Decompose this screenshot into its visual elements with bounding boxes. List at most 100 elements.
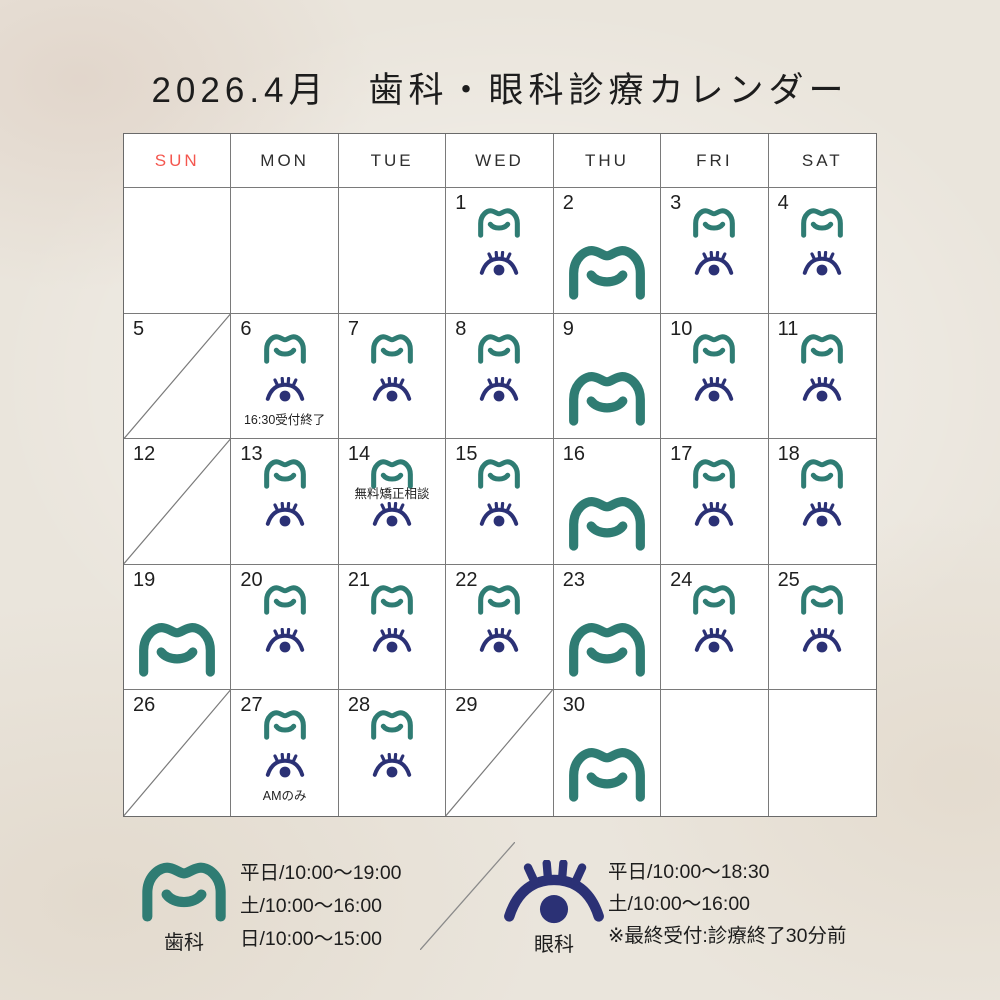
day-cell-28: 28 [338,690,447,816]
calendar-table: SUN MON TUE WED THU FRI SAT 1 2 3 4 5 6 16:30受付終… [123,133,877,817]
eye-icon [372,376,412,401]
dental-legend-label: 歯科 [164,932,204,954]
dental-tooth-icon [478,459,521,489]
day-cell-8: 8 [446,313,554,440]
eye-hours-weekday: 平日/10:00〜18:30 [608,861,770,883]
day-number: 1 [455,192,467,214]
day-cell-18: 18 [768,439,876,565]
weekday-header-mon: MON [231,134,339,188]
day-number: 12 [133,443,156,466]
eye-icon [480,627,519,653]
dental-tooth-icon [478,208,521,238]
day-number: 24 [670,568,693,591]
dental-tooth-icon [478,333,521,364]
weekday-header-thu: THU [553,134,662,188]
day-number: 30 [562,694,585,717]
day-cell-14: 14 無料矯正相談 [338,439,447,565]
day-number: 16 [562,443,585,466]
day-cell-4: 4 [768,188,876,314]
eye-icon [265,376,304,401]
dental-tooth-icon [263,585,306,615]
weekday-header-tue: TUE [338,134,447,188]
day-cell-1: 1 [446,188,554,314]
day-cell-30: 30 [553,690,662,816]
day-number: 10 [670,317,693,340]
day-number: 2 [562,192,574,214]
day-cell-3: 3 [661,188,769,314]
eye-icon [372,627,412,653]
day-cell-13: 13 [231,439,339,565]
day-number: 25 [777,568,800,591]
day-cell-23: 23 [553,564,662,691]
eye-legend-label: 眼科 [534,934,574,956]
day-number: 15 [455,443,478,466]
day-cell-empty [124,188,232,314]
day-number: 26 [133,694,156,717]
day-number: 11 [777,317,799,340]
dental-tooth-icon [801,208,844,238]
eye-icon [265,753,304,778]
day-number: 5 [133,317,145,340]
dental-tooth-icon [693,585,736,615]
day-cell-empty [661,690,769,816]
dental-tooth-icon [693,459,736,489]
day-number: 21 [347,568,371,591]
day-number: 19 [133,568,156,591]
dental-tooth-icon [693,333,736,364]
dental-tooth-icon-large [569,622,645,677]
day-cell-16: 16 [553,439,662,565]
day-number: 7 [347,317,359,340]
day-note: AMのみ [262,789,307,804]
day-number: 27 [240,694,263,717]
dental-tooth-icon [693,208,736,238]
day-number: 4 [777,192,789,214]
eye-icon [695,501,734,527]
day-cell-empty [768,690,876,816]
weekday-header-sat: SAT [768,134,876,188]
dental-tooth-icon [801,333,844,364]
eye-icon [480,376,519,401]
day-number: 3 [670,192,682,214]
dental-tooth-icon-large [569,371,645,426]
day-number: 29 [455,694,478,717]
legend-divider-slash [420,842,515,950]
dental-tooth-icon [801,585,844,615]
day-cell-27: 27 AMのみ [231,690,339,816]
dental-tooth-icon [371,459,413,489]
day-number: 13 [240,443,263,466]
eye-hours: 平日/10:00〜18:30 土/10:00〜16:00 ※最終受付:診療終了3… [608,856,846,952]
dental-tooth-icon [263,333,306,364]
weekday-header-fri: FRI [661,134,769,188]
day-cell-empty [338,188,447,314]
day-cell-22: 22 [446,564,554,691]
day-number: 14 [347,443,371,466]
eye-icon-legend [504,859,604,924]
day-number: 6 [240,317,252,340]
day-number: 22 [455,568,478,591]
day-cell-24: 24 [661,564,769,691]
eye-icon [695,627,734,653]
day-cell-5: 5 [124,313,232,440]
eye-icon [803,250,842,276]
eye-icon [803,376,842,401]
page-title: 2026.4月 歯科・眼科診療カレンダー [151,71,849,110]
day-cell-empty [231,188,339,314]
day-number: 8 [455,317,467,340]
eye-icon [502,859,606,932]
eye-icon [695,376,734,401]
dental-tooth-icon-large [569,497,645,551]
day-number: 20 [240,568,263,591]
eye-icon [803,627,842,653]
day-cell-2: 2 [553,188,662,314]
day-number: 17 [670,443,693,466]
dental-tooth-icon [263,710,306,741]
day-note: 無料矯正相談 [354,487,430,502]
day-number: 18 [777,443,800,466]
eye-icon [695,250,734,276]
eye-icon [803,501,842,527]
weekday-header-wed: WED [446,134,554,188]
dental-tooth-icon-large [569,748,645,802]
eye-icon [372,753,412,778]
day-number: 23 [562,568,585,591]
